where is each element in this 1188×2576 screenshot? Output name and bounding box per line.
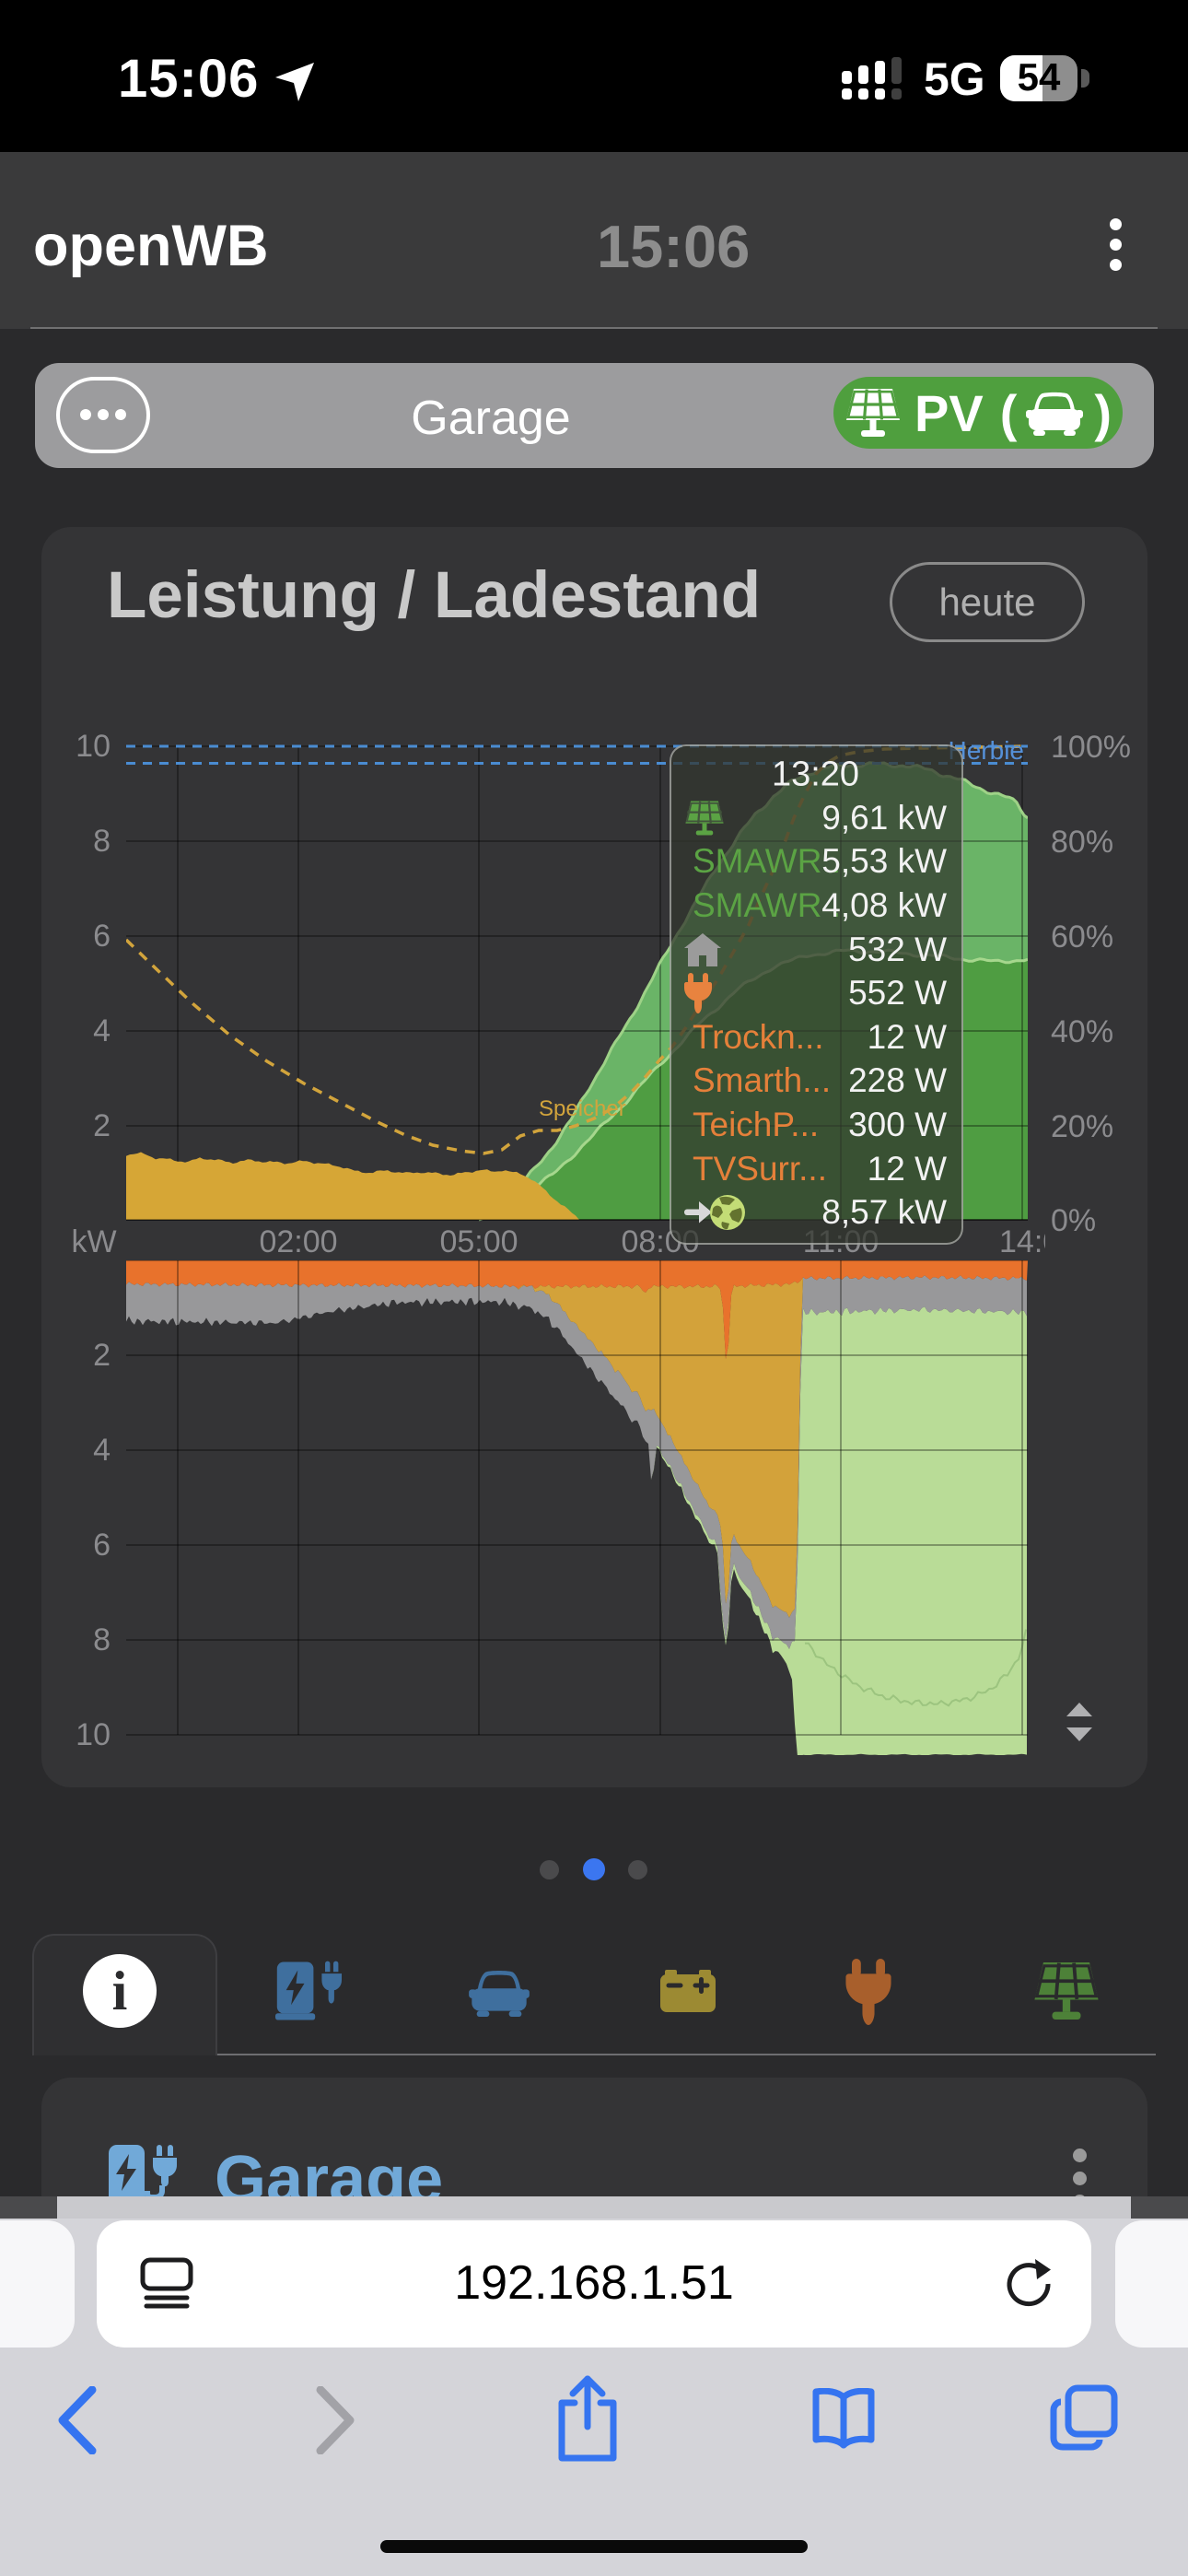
svg-text:100%: 100% [1051, 730, 1131, 765]
svg-text:8: 8 [93, 1622, 111, 1657]
svg-text:14:00: 14:00 [999, 1224, 1077, 1258]
svg-text:10: 10 [76, 1717, 111, 1752]
svg-text:2: 2 [93, 1108, 111, 1143]
svg-text:6: 6 [93, 1528, 111, 1563]
svg-text:4: 4 [93, 1433, 111, 1468]
svg-text:8: 8 [93, 824, 111, 859]
svg-text:kW: kW [71, 1224, 116, 1258]
svg-text:6: 6 [93, 919, 111, 954]
svg-text:Speicher: Speicher [539, 1096, 626, 1121]
svg-text:60%: 60% [1051, 919, 1113, 954]
svg-text:4: 4 [93, 1013, 111, 1048]
svg-text:05:00: 05:00 [439, 1224, 518, 1258]
svg-text:20%: 20% [1051, 1109, 1113, 1144]
svg-text:10: 10 [76, 729, 111, 764]
svg-text:80%: 80% [1051, 825, 1113, 860]
svg-text:2: 2 [93, 1338, 111, 1373]
svg-text:40%: 40% [1051, 1014, 1113, 1049]
svg-text:0%: 0% [1051, 1203, 1096, 1238]
svg-text:02:00: 02:00 [259, 1224, 337, 1258]
